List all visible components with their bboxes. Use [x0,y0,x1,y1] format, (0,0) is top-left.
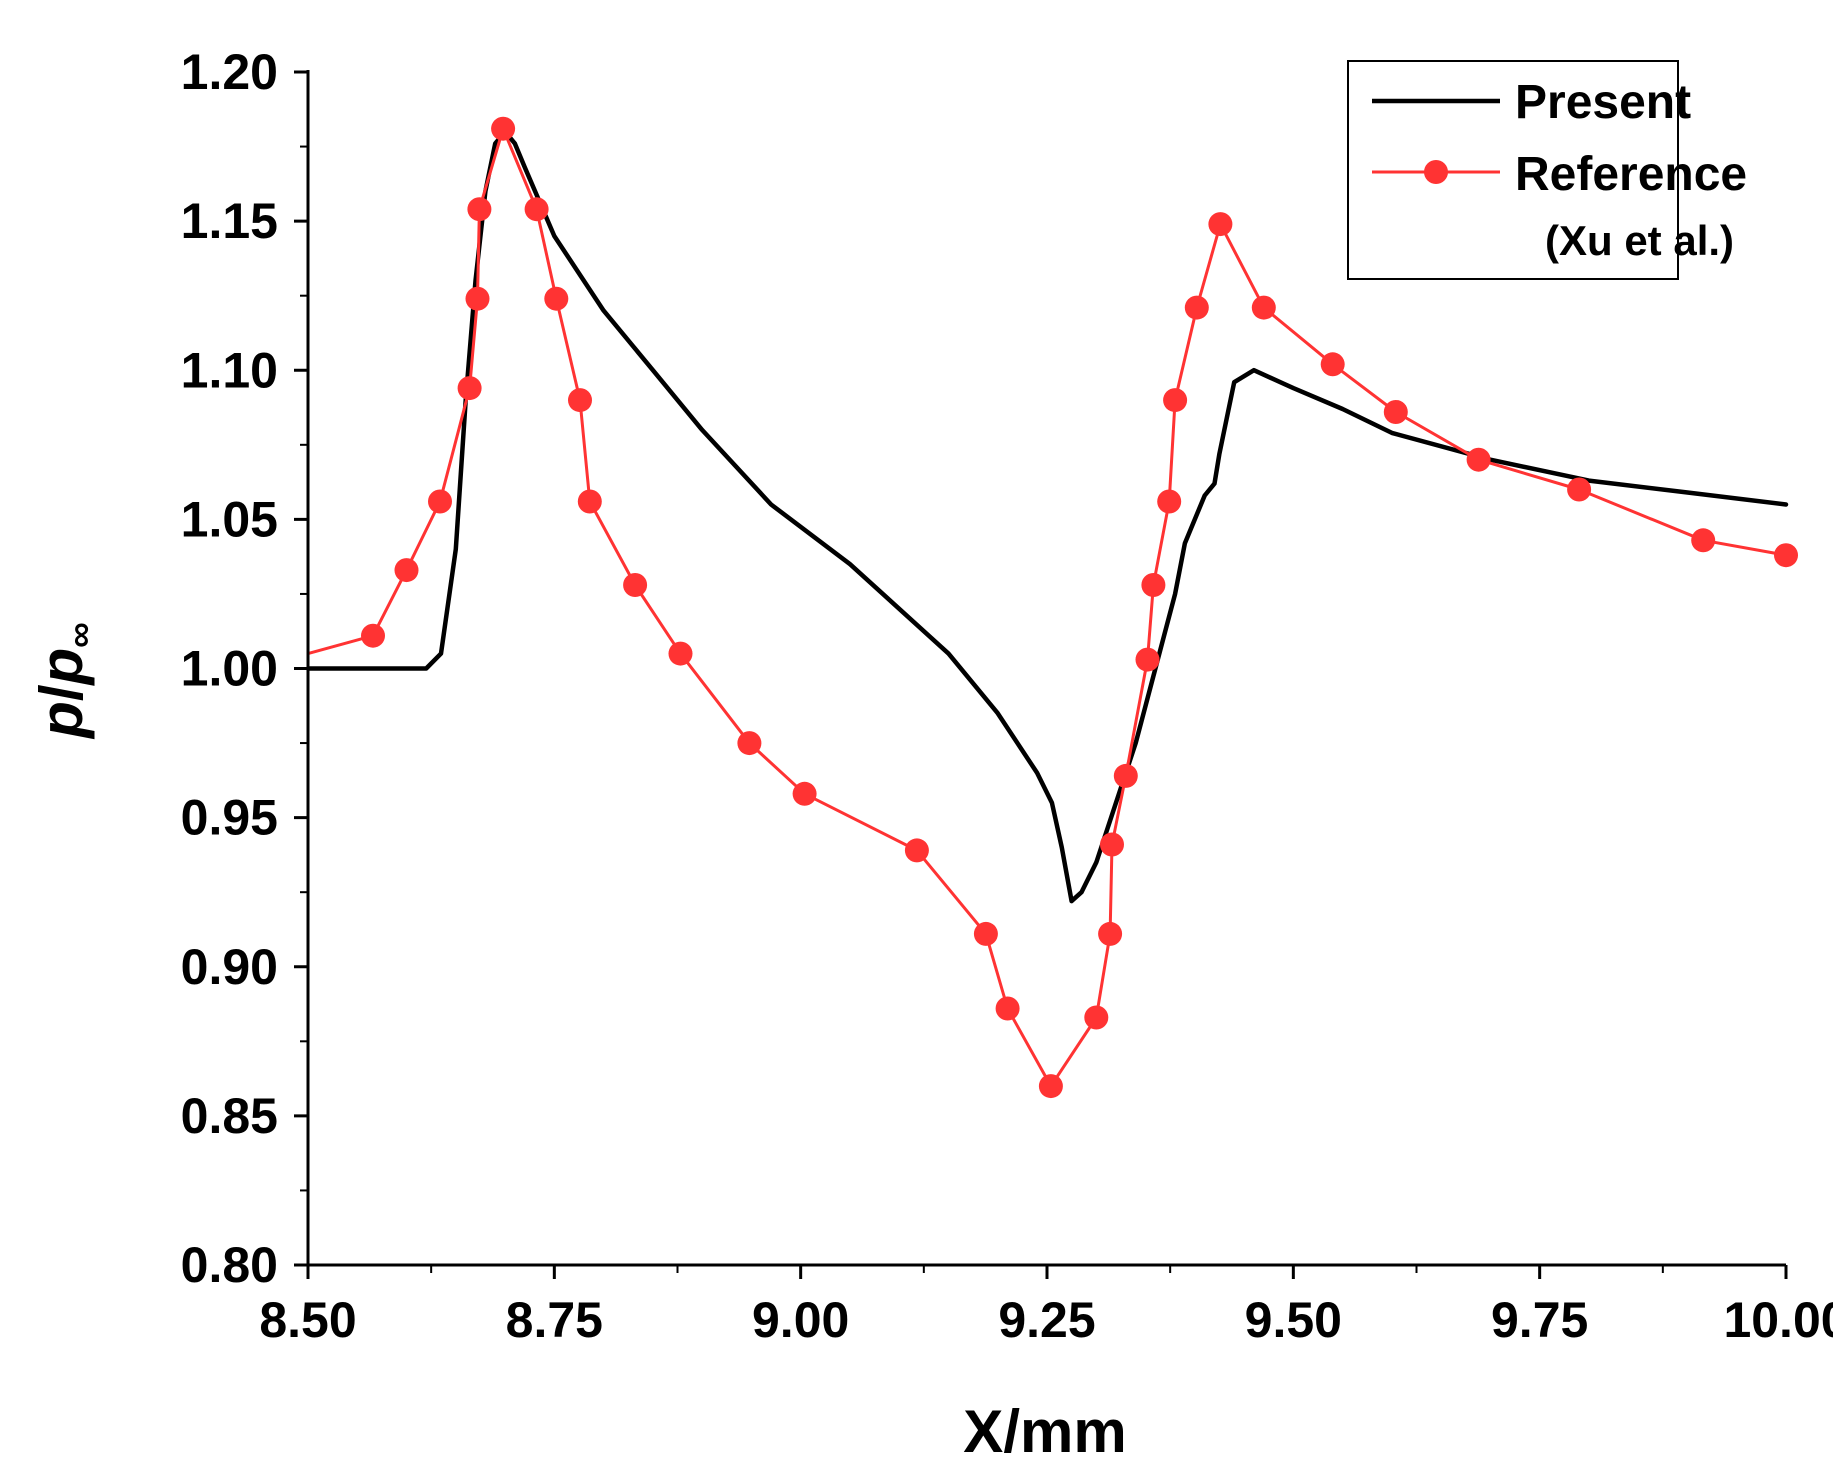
y-tick-label: 1.00 [181,641,278,697]
reference-data-point [457,376,482,401]
reference-data-point [577,489,602,514]
y-axis-title-p-inf: p [28,648,95,687]
reference-data-point [568,388,592,413]
reference-data-point [428,489,452,514]
reference-data-point [491,116,516,141]
legend-reference-marker [1424,160,1448,184]
reference-data-point [1098,921,1123,946]
reference-data-point [1251,295,1276,320]
reference-data-point [623,573,648,597]
reference-data-point [1208,212,1233,237]
reference-data-point [1157,489,1182,514]
x-tick-label: 9.50 [1245,1292,1342,1348]
x-tick-label: 9.00 [752,1292,849,1348]
series-layer [305,116,1798,1099]
x-tick-label: 8.75 [506,1292,603,1348]
reference-data-point [668,641,693,666]
legend-box [1347,60,1679,280]
y-axis-title: p/p∞ [28,622,100,740]
reference-data-point [995,996,1020,1021]
reference-data-point [1113,763,1138,788]
legend-present-label: Present [1515,76,1691,129]
y-axis-title-p: p [28,701,95,740]
y-tick-label: 0.90 [181,939,278,995]
reference-data-point [1141,573,1166,597]
reference-data-point [1383,400,1408,424]
reference-data-point [524,197,549,222]
y-axis-title-subscript: ∞ [59,622,100,648]
y-tick-label: 0.80 [181,1237,278,1293]
legend-reference-sub: (Xu et al.) [1545,217,1734,264]
reference-data-point [1163,388,1188,413]
x-tick-label: 9.25 [998,1292,1095,1348]
reference-data-point [544,286,569,311]
reference-data-point [1084,1005,1109,1030]
y-tick-label: 0.95 [181,790,278,846]
reference-data-point [1774,543,1798,568]
reference-data-point [904,838,929,863]
reference-data-point [1466,447,1491,472]
reference-data-point [792,781,817,806]
y-axis-title-slash: / [28,684,95,701]
reference-data-point [1038,1074,1063,1099]
x-tick-label: 8.50 [259,1292,356,1348]
reference-data-point [361,623,385,648]
legend: Present Reference (Xu et al.) [1347,60,1747,280]
reference-data-point [973,921,998,946]
reference-data-point [467,197,492,222]
reference-data-point [1184,295,1209,320]
reference-data-point [1691,528,1716,553]
legend-reference-label: Reference [1515,148,1747,201]
y-tick-label: 1.05 [181,491,278,547]
x-tick-label: 10.00 [1723,1292,1833,1348]
reference-data-point [1567,477,1592,502]
reference-data-point [1135,647,1160,672]
y-tick-label: 1.15 [181,193,278,249]
y-tick-label: 0.85 [181,1088,278,1144]
reference-data-point [1320,352,1345,377]
reference-data-point [465,286,490,311]
reference-data-point [394,558,419,583]
reference-data-point [737,731,762,756]
axes-layer: 8.50 8.75 9.00 9.25 9.50 9.75 10.00 0.80 0.85 0.9… [181,44,1833,1348]
y-tick-label: 1.20 [181,44,278,100]
y-tick-label: 1.10 [181,342,278,398]
x-tick-label: 9.75 [1491,1292,1588,1348]
x-axis-title: X/mm [963,1398,1126,1465]
reference-data-point [1100,832,1124,857]
